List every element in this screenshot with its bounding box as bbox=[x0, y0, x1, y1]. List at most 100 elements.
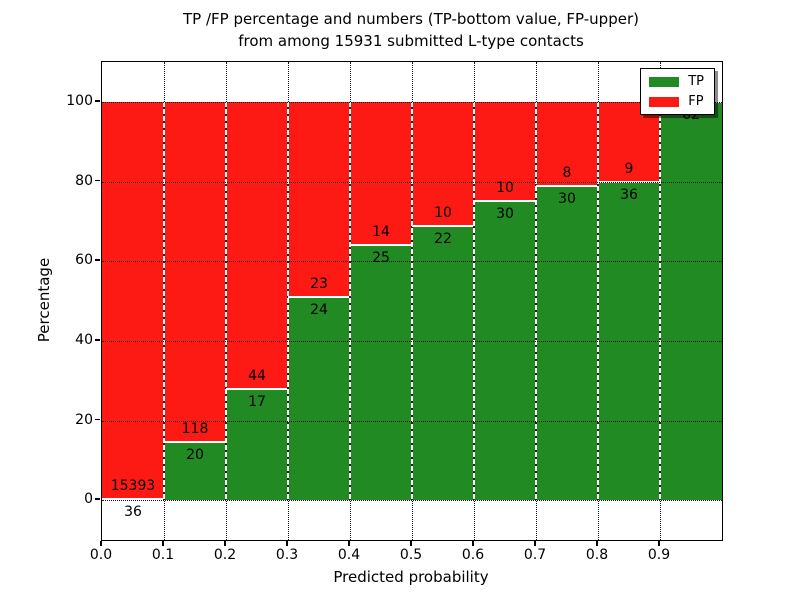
x-tick-label: 0.6 bbox=[461, 547, 485, 563]
x-tick-label: 0.3 bbox=[275, 547, 299, 563]
fp-count-label: 44 bbox=[248, 368, 266, 385]
bar-segment-fp bbox=[350, 101, 412, 245]
bar-separator bbox=[597, 101, 599, 501]
tp-count-label: 36 bbox=[620, 186, 638, 203]
x-tick-label: 0.2 bbox=[213, 547, 237, 563]
fp-count-label: 23 bbox=[310, 275, 328, 292]
x-tick-label: 0.1 bbox=[151, 547, 175, 563]
bar-segment-tp bbox=[226, 389, 288, 501]
y-gridline bbox=[102, 500, 722, 502]
x-tick-mark bbox=[534, 541, 536, 546]
fp-legend-swatch bbox=[649, 96, 680, 107]
bar-segment-fp bbox=[226, 101, 288, 390]
y-tick-label: 60 bbox=[75, 252, 93, 269]
bar-separator bbox=[163, 101, 165, 501]
bar-separator bbox=[535, 101, 537, 501]
bar-segment-fp bbox=[536, 101, 598, 186]
legend-label-fp: FP bbox=[688, 94, 704, 109]
y-tick-mark bbox=[95, 418, 100, 421]
bar-separator bbox=[411, 101, 413, 501]
segment-boundary bbox=[102, 498, 164, 501]
bar-separator bbox=[659, 101, 661, 501]
y-gridline bbox=[102, 181, 722, 183]
y-tick-label: 20 bbox=[75, 411, 93, 428]
segment-boundary bbox=[226, 388, 288, 391]
bar-segment-fp bbox=[164, 101, 226, 443]
plot-area: TP FP 15393 36 118 20 44 17 23 24 14 25 10 22 10 30 8 3… bbox=[101, 61, 723, 541]
bar-separator bbox=[287, 101, 289, 501]
legend: TP FP bbox=[640, 68, 715, 115]
x-axis-label: Predicted probability bbox=[333, 568, 489, 586]
legend-label-tp: TP bbox=[688, 74, 704, 89]
x-tick-mark bbox=[348, 541, 350, 546]
bar-segment-fp bbox=[102, 101, 164, 500]
x-tick-mark bbox=[596, 541, 598, 546]
tp-count-label: 30 bbox=[496, 206, 514, 223]
x-tick-label: 0.0 bbox=[89, 547, 113, 563]
tp-count-label: 17 bbox=[248, 394, 266, 411]
x-tick-label: 0.8 bbox=[585, 547, 609, 563]
x-tick-mark bbox=[286, 541, 288, 546]
y-axis-label: Percentage bbox=[35, 257, 53, 343]
y-tick-mark bbox=[95, 339, 100, 341]
bar-segment-tp bbox=[164, 442, 226, 501]
y-tick-mark bbox=[95, 498, 100, 500]
x-tick-mark bbox=[472, 541, 474, 546]
y-gridline bbox=[102, 101, 722, 103]
fp-count-label: 14 bbox=[372, 223, 390, 240]
y-tick-mark bbox=[95, 259, 100, 261]
y-tick-mark bbox=[95, 100, 100, 102]
bar-segment-tp bbox=[288, 296, 350, 501]
bar-separator bbox=[349, 101, 351, 501]
chart-title-line1: TP /FP percentage and numbers (TP-bottom… bbox=[183, 10, 639, 28]
fp-count-label: 118 bbox=[181, 421, 209, 438]
y-tick-label: 0 bbox=[84, 491, 93, 508]
bar-separator bbox=[473, 101, 475, 501]
bar-segment-tp bbox=[536, 185, 598, 501]
segment-boundary bbox=[412, 225, 474, 228]
x-tick-mark bbox=[162, 541, 164, 546]
segment-boundary bbox=[350, 243, 412, 246]
y-gridline bbox=[102, 420, 722, 422]
fp-count-label: 8 bbox=[562, 164, 572, 181]
x-tick-mark bbox=[410, 541, 412, 546]
x-tick-label: 0.5 bbox=[399, 547, 423, 563]
chart-title: TP /FP percentage and numbers (TP-bottom… bbox=[101, 8, 721, 52]
tp-count-label: 25 bbox=[372, 249, 390, 266]
x-tick-mark bbox=[224, 541, 226, 546]
y-tick-label: 40 bbox=[75, 331, 93, 348]
fp-count-label: 15393 bbox=[110, 478, 156, 495]
y-gridline bbox=[102, 261, 722, 263]
bar-separator bbox=[225, 101, 227, 501]
tp-count-label: 24 bbox=[310, 301, 328, 318]
tp-count-label: 22 bbox=[434, 231, 452, 248]
bar-segment-fp bbox=[474, 101, 536, 202]
bar-segment-tp bbox=[660, 101, 722, 501]
bar-segment-tp bbox=[350, 244, 412, 501]
bar-segment-fp bbox=[598, 101, 660, 182]
y-gridline bbox=[102, 340, 722, 342]
bar-segment-fp bbox=[288, 101, 350, 297]
x-tick-mark bbox=[658, 541, 660, 546]
segment-boundary bbox=[164, 441, 226, 444]
tp-count-label: 30 bbox=[558, 190, 576, 207]
x-tick-label: 0.7 bbox=[523, 547, 547, 563]
segment-boundary bbox=[288, 295, 350, 298]
tp-count-label: 36 bbox=[124, 504, 142, 521]
fp-count-label: 10 bbox=[434, 205, 452, 222]
bar-segment-tp bbox=[474, 201, 536, 501]
legend-item-tp: TP bbox=[649, 75, 704, 88]
fp-count-label: 10 bbox=[496, 180, 514, 197]
y-tick-label: 100 bbox=[66, 92, 93, 109]
segment-boundary bbox=[474, 200, 536, 203]
x-tick-mark bbox=[100, 541, 102, 546]
y-tick-mark bbox=[95, 179, 100, 182]
x-tick-label: 0.4 bbox=[337, 547, 361, 563]
bar-segment-fp bbox=[412, 101, 474, 227]
y-tick-label: 80 bbox=[75, 172, 93, 189]
legend-item-fp: FP bbox=[649, 95, 704, 108]
fp-count-label: 9 bbox=[624, 160, 634, 177]
x-tick-label: 0.9 bbox=[647, 547, 671, 563]
tp-count-label: 20 bbox=[186, 447, 204, 464]
segment-boundary bbox=[536, 184, 598, 187]
